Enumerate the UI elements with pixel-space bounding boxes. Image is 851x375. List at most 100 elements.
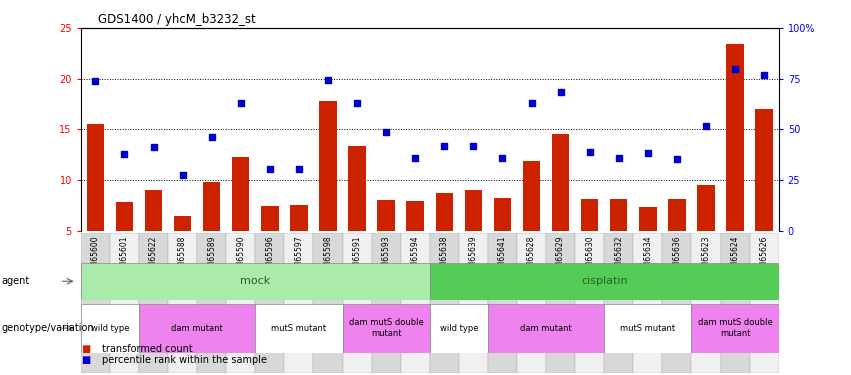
Text: dam mutant: dam mutant: [520, 324, 572, 333]
Text: agent: agent: [2, 276, 30, 286]
Bar: [721, 232, 750, 373]
Bar: [290, 206, 308, 231]
Point: [728, 66, 742, 72]
Bar: [756, 109, 773, 231]
Text: dam mutant: dam mutant: [171, 324, 223, 333]
Text: genotype/variation: genotype/variation: [2, 323, 94, 333]
Text: ■: ■: [81, 344, 90, 354]
Bar: [662, 232, 691, 373]
Point: [466, 142, 480, 148]
Text: GSM65601: GSM65601: [120, 236, 129, 277]
Bar: [342, 232, 372, 373]
Text: GSM65628: GSM65628: [527, 236, 536, 277]
Text: GSM65632: GSM65632: [614, 236, 623, 277]
Bar: [226, 232, 255, 373]
Point: [612, 155, 625, 161]
Point: [700, 123, 713, 129]
Bar: [81, 262, 430, 300]
Text: GSM65588: GSM65588: [178, 236, 187, 277]
Bar: [255, 232, 284, 373]
Text: GSM65624: GSM65624: [730, 236, 740, 277]
Text: GSM65600: GSM65600: [91, 236, 100, 277]
Bar: [604, 232, 633, 373]
Text: cisplatin: cisplatin: [581, 276, 627, 286]
Text: GSM65639: GSM65639: [469, 236, 478, 277]
Bar: [692, 304, 779, 352]
Text: GSM65591: GSM65591: [352, 236, 362, 277]
Bar: [139, 232, 168, 373]
Bar: [727, 44, 744, 231]
Text: wild type: wild type: [91, 324, 129, 333]
Text: GSM65630: GSM65630: [585, 236, 594, 277]
Text: GSM65634: GSM65634: [643, 236, 653, 277]
Bar: [348, 146, 366, 231]
Text: mutS mutant: mutS mutant: [620, 324, 676, 333]
Text: GSM65638: GSM65638: [440, 236, 448, 277]
Point: [117, 151, 131, 157]
Bar: [110, 232, 139, 373]
Bar: [488, 232, 517, 373]
Bar: [87, 124, 104, 231]
Text: GSM65629: GSM65629: [556, 236, 565, 277]
Point: [757, 72, 771, 78]
Text: GSM65594: GSM65594: [411, 236, 420, 277]
Bar: [407, 201, 424, 231]
Bar: [145, 190, 163, 231]
Bar: [692, 232, 721, 373]
Point: [437, 142, 451, 148]
Bar: [430, 232, 459, 373]
Bar: [319, 101, 337, 231]
Bar: [697, 185, 715, 231]
Point: [176, 172, 190, 178]
Text: GSM65623: GSM65623: [701, 236, 711, 277]
Bar: [581, 199, 598, 231]
Bar: [203, 182, 220, 231]
Text: GSM65590: GSM65590: [237, 236, 245, 277]
Text: GSM65636: GSM65636: [672, 236, 682, 277]
Bar: [465, 190, 482, 231]
Bar: [232, 157, 249, 231]
Point: [380, 129, 393, 135]
Bar: [81, 232, 110, 373]
Bar: [313, 232, 342, 373]
Point: [583, 148, 597, 154]
Text: dam mutS double
mutant: dam mutS double mutant: [698, 318, 773, 338]
Bar: [610, 199, 627, 231]
Point: [495, 155, 509, 161]
Point: [670, 156, 683, 162]
Bar: [494, 198, 511, 231]
Text: GDS1400 / yhcM_b3232_st: GDS1400 / yhcM_b3232_st: [98, 13, 255, 26]
Bar: [575, 232, 604, 373]
Bar: [401, 232, 430, 373]
Text: wild type: wild type: [440, 324, 478, 333]
Text: percentile rank within the sample: percentile rank within the sample: [102, 355, 267, 365]
Point: [525, 100, 539, 106]
Text: dam mutS double
mutant: dam mutS double mutant: [349, 318, 424, 338]
Point: [146, 144, 160, 150]
Text: GSM65598: GSM65598: [323, 236, 333, 277]
Bar: [639, 207, 657, 231]
Bar: [378, 200, 395, 231]
Bar: [551, 135, 569, 231]
Point: [292, 166, 306, 172]
Point: [554, 89, 568, 95]
Bar: [116, 202, 133, 231]
Text: transformed count: transformed count: [102, 344, 193, 354]
Point: [205, 135, 219, 141]
Text: mock: mock: [240, 276, 271, 286]
Point: [234, 100, 248, 106]
Bar: [139, 304, 255, 352]
Bar: [633, 232, 662, 373]
Bar: [488, 304, 604, 352]
Bar: [604, 304, 691, 352]
Bar: [459, 232, 488, 373]
Bar: [546, 232, 575, 373]
Bar: [197, 232, 226, 373]
Bar: [668, 199, 686, 231]
Bar: [517, 232, 546, 373]
Text: GSM65626: GSM65626: [760, 236, 768, 277]
Bar: [342, 304, 430, 352]
Bar: [81, 304, 139, 352]
Point: [641, 150, 654, 156]
Bar: [523, 161, 540, 231]
